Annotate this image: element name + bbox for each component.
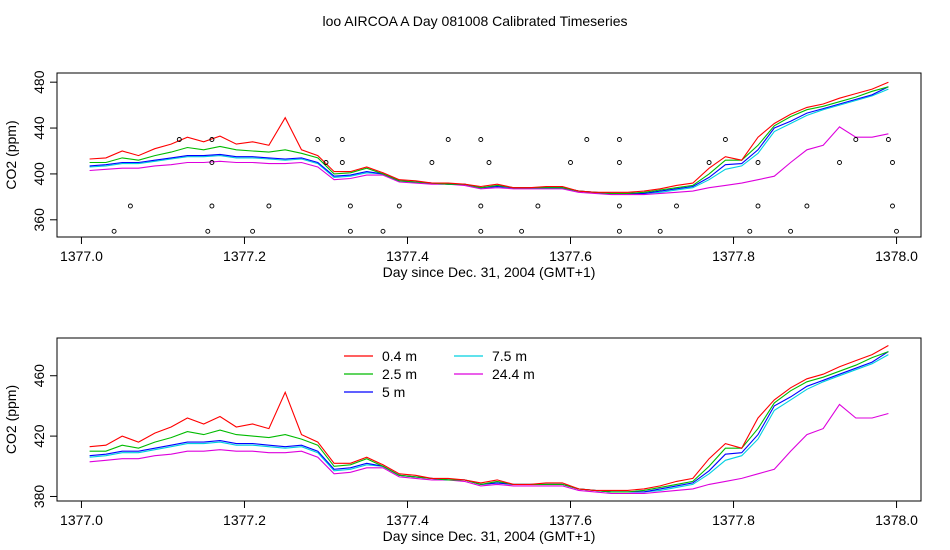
bottom-series-24-4-m (89, 403, 889, 495)
top-calibration-point (568, 160, 573, 165)
top-x-tick-label: 1377.2 (223, 248, 266, 264)
legend-label: 7.5 m (492, 348, 527, 364)
bottom-x-axis-label: Day since Dec. 31, 2004 (GMT+1) (383, 528, 596, 544)
bottom-x-tick-label: 1377.8 (712, 512, 755, 528)
top-x-tick-label: 1377.8 (712, 248, 755, 264)
top-calibration-point (894, 228, 899, 234)
top-calibration-point (616, 228, 622, 234)
top-calibration-point (429, 160, 435, 165)
top-series-24-4-m (89, 126, 889, 196)
bottom-series-5-m (89, 351, 889, 493)
top-calibration-point (519, 228, 525, 234)
top-calibration-point (396, 203, 402, 209)
top-calibration-point (323, 160, 329, 165)
top-calibration-point (890, 203, 895, 209)
top-calibration-point (706, 160, 712, 165)
bottom-x-tick-label: 1377.4 (386, 512, 429, 528)
top-x-axis-label: Day since Dec. 31, 2004 (GMT+1) (383, 264, 596, 280)
top-series-0-4-m (89, 81, 889, 193)
top-calibration-point (890, 160, 895, 165)
top-calibration-point (127, 203, 133, 209)
top-calibration-point (616, 203, 622, 209)
top-calibration-point (747, 228, 753, 234)
legend-label: 2.5 m (382, 366, 417, 382)
top-calibration-point (722, 137, 728, 142)
top-plot-frame (56, 72, 922, 238)
top-calibration-point (885, 137, 891, 142)
top-x-tick-label: 1377.6 (549, 248, 592, 264)
bottom-x-tick-label: 1377.0 (60, 512, 103, 528)
top-calibration-point (209, 160, 215, 165)
top-calibration-point (674, 203, 679, 209)
top-calibration-point (755, 160, 761, 165)
top-calibration-point (853, 137, 859, 142)
top-calibration-point (380, 228, 386, 234)
bottom-y-tick-label: 380 (31, 485, 47, 509)
top-calibration-point (209, 137, 215, 142)
top-calibration-point (205, 228, 211, 234)
bottom-x-tick-label: 1378.0 (875, 512, 918, 528)
top-x-tick-label: 1377.0 (60, 248, 103, 264)
bottom-panel: 1377.0 1377.2 1377.4 1377.6 1377.8 1378.0 380 4… (3, 337, 922, 544)
bottom-y-axis-label: CO2 (ppm) (3, 385, 19, 454)
top-x-tick-label: 1378.0 (875, 248, 918, 264)
top-y-tick-label: 400 (31, 162, 47, 186)
top-calibration-point (250, 228, 256, 234)
top-calibration-point (315, 137, 321, 142)
top-calibration-point (486, 160, 492, 165)
top-panel: 1377.0 1377.2 1377.4 1377.6 1377.8 1378.0 360 4… (3, 70, 922, 280)
top-y-tick-label: 360 (31, 208, 47, 232)
top-calibration-point (616, 137, 622, 142)
top-calibration-point (347, 203, 353, 209)
top-calibration-point (657, 228, 663, 234)
top-calibration-point (111, 228, 117, 234)
bottom-y-tick-label: 460 (31, 364, 47, 388)
top-calibration-point (535, 203, 541, 209)
legend-label: 24.4 m (492, 366, 535, 382)
top-calibration-point (804, 203, 810, 209)
top-calibration-point (616, 160, 622, 165)
top-y-axis-label: CO2 (ppm) (3, 120, 19, 189)
top-series-2-5-m (89, 86, 889, 194)
legend-label: 0.4 m (382, 348, 417, 364)
bottom-series-0-4-m (89, 345, 889, 491)
legend-label: 5 m (382, 384, 405, 400)
top-calibration-point (339, 160, 345, 165)
bottom-x-tick-label: 1377.2 (223, 512, 266, 528)
bottom-x-tick-label: 1377.6 (549, 512, 592, 528)
top-calibration-point (209, 203, 215, 209)
top-calibration-point (837, 160, 842, 165)
top-calibration-point (478, 228, 484, 234)
top-calibration-point (176, 137, 182, 142)
top-calibration-point (347, 228, 353, 234)
top-calibration-point (755, 203, 761, 209)
top-calibration-point (445, 137, 451, 142)
figure-title: loo AIRCOA A Day 081008 Calibrated Times… (322, 13, 627, 29)
bottom-plot-frame (56, 337, 922, 502)
bottom-series-2-5-m (89, 351, 889, 493)
top-calibration-point (584, 137, 590, 142)
top-calibration-point (266, 203, 272, 209)
top-calibration-point (478, 203, 484, 209)
top-y-tick-label: 440 (31, 116, 47, 140)
top-y-tick-label: 480 (31, 70, 47, 94)
top-calibration-point (339, 137, 345, 142)
bottom-y-tick-label: 420 (31, 424, 47, 448)
top-calibration-point (788, 228, 794, 234)
top-calibration-point (478, 137, 484, 142)
top-x-tick-label: 1377.4 (386, 248, 429, 264)
